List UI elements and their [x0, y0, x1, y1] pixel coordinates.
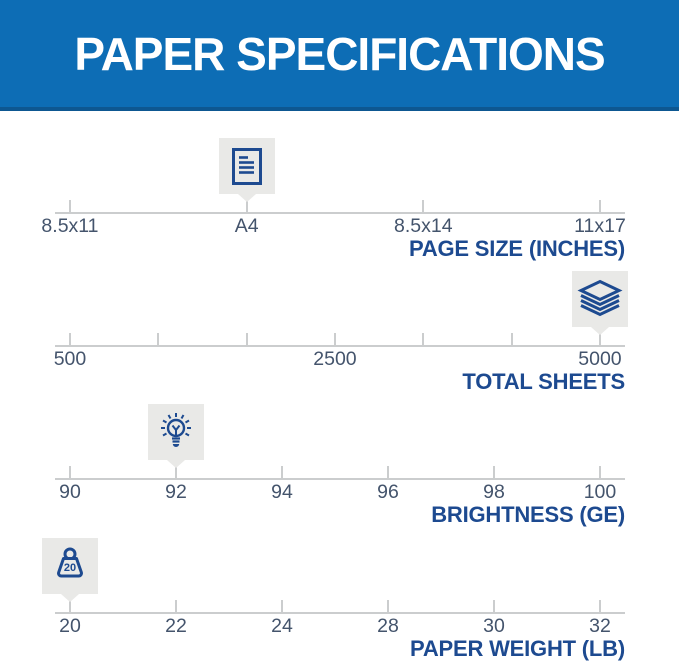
tick-label: 94 — [271, 481, 293, 503]
tick — [422, 200, 425, 213]
brightness-scale: 90 92 94 96 98 100 — [0, 398, 679, 531]
tick — [386, 600, 389, 613]
axis-line — [55, 478, 625, 480]
paper-weight-track: 20 22 24 28 30 32 20 PAPER WEIGHT (LB) — [41, 532, 625, 663]
tick-label: 20 — [59, 615, 81, 637]
category-label: TOTAL SHEETS — [462, 369, 625, 394]
total-sheets-scale: 500 2500 5000 TOTAL SHEETS — [0, 265, 679, 398]
tick — [245, 333, 248, 346]
total-sheets-track: 500 2500 5000 TOTAL SHEETS — [53, 265, 628, 398]
header-banner: PAPER SPECIFICATIONS — [0, 0, 679, 111]
tick — [68, 600, 71, 613]
tick-label: 90 — [59, 481, 81, 503]
tick-label: 2500 — [313, 348, 357, 370]
weight-icon: 20 — [57, 547, 83, 578]
tick — [68, 333, 71, 346]
tick-label: 100 — [583, 481, 617, 503]
tick — [280, 600, 283, 613]
tick — [598, 200, 601, 213]
tick-label: 24 — [271, 615, 293, 637]
tick-label: 11x17 — [574, 215, 626, 237]
brightness-marker — [148, 404, 204, 468]
document-icon — [231, 147, 262, 185]
tick-label: 500 — [53, 348, 87, 370]
tick-label: 5000 — [578, 348, 622, 370]
paper-weight-scale: 20 22 24 28 30 32 20 PAPER WEIGHT (LB) — [0, 532, 679, 663]
tick — [68, 200, 71, 213]
tick-label: 98 — [483, 481, 505, 503]
tick-label: A4 — [234, 215, 259, 237]
page-title: PAPER SPECIFICATIONS — [74, 27, 605, 80]
tick — [598, 333, 601, 346]
axis-line — [55, 612, 625, 614]
tick — [386, 466, 389, 479]
total-sheets-marker — [571, 271, 628, 335]
marker-pointer — [237, 194, 256, 202]
marker-badge — [148, 404, 204, 460]
tick — [280, 466, 283, 479]
tick — [68, 466, 71, 479]
category-label: PAGE SIZE (INCHES) — [408, 236, 625, 261]
brightness-track: 90 92 94 96 98 100 — [55, 398, 625, 531]
tick — [422, 333, 425, 346]
tick-label: 92 — [165, 481, 187, 503]
marker-badge — [571, 271, 628, 327]
tick-label: 30 — [483, 615, 505, 637]
axis-line — [55, 345, 625, 347]
paper-stack-icon — [577, 279, 623, 317]
tick — [157, 333, 160, 346]
marker-badge — [218, 138, 275, 194]
tick — [493, 466, 495, 479]
axis-line — [55, 212, 625, 214]
marker-pointer — [167, 460, 185, 468]
marker-pointer — [60, 594, 79, 602]
tick — [175, 600, 177, 613]
tick — [493, 600, 495, 613]
page-size-track: 8.5x11 A4 8.5x14 11x17 PAGE SIZE (INCHES… — [41, 132, 626, 265]
page-size-marker — [218, 138, 275, 202]
tick-label: 8.5x11 — [41, 215, 99, 237]
tick-label: 96 — [377, 481, 399, 503]
paper-weight-marker: 20 — [41, 538, 98, 602]
tick-label: 32 — [589, 615, 611, 637]
tick-label: 28 — [377, 615, 399, 637]
tick — [598, 600, 601, 613]
marker-pointer — [590, 327, 609, 335]
tick — [598, 466, 601, 479]
lightbulb-icon — [161, 413, 191, 447]
page-size-scale: 8.5x11 A4 8.5x14 11x17 PAGE SIZE (INCHES… — [0, 132, 679, 265]
tick-label: 22 — [165, 615, 187, 637]
weight-icon-value: 20 — [64, 562, 76, 574]
category-label: BRIGHTNESS (GE) — [431, 502, 625, 527]
category-label: PAPER WEIGHT (LB) — [410, 636, 625, 661]
marker-badge: 20 — [41, 538, 98, 594]
tick — [175, 466, 177, 479]
tick — [333, 333, 336, 346]
tick-label: 8.5x14 — [394, 215, 453, 237]
tick — [510, 333, 513, 346]
tick — [245, 200, 248, 213]
